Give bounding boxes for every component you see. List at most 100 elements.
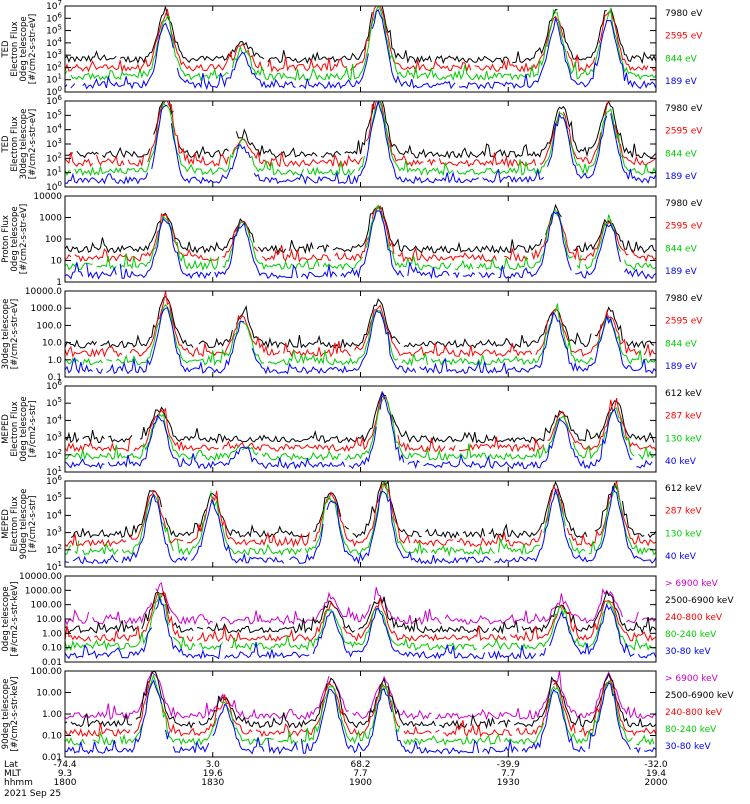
y-tick-label: 104 [46,36,62,49]
panel-2 [64,100,657,188]
y-tick-label: 105 [46,491,62,504]
y-tick-label: 102 [46,60,62,73]
x-tick-label-mlt: 19.4 [646,769,666,779]
y-tick-label: 106 [46,11,62,24]
panel-5-series-2-trace [65,395,656,453]
x-axis-row-label: MLT [4,769,22,779]
panel-8-series-2-trace [65,671,656,730]
legend-entry: 612 keV [665,484,702,494]
x-tick-label-mlt: 7.7 [501,769,515,779]
y-axis-label: MEPED [1,509,11,539]
y-tick-label: 105 [46,24,62,37]
y-axis-label: Proton Flux [1,215,11,263]
y-axis-label: 30deg telescope [1,299,11,370]
panel-8-series-4-trace [65,673,655,746]
panel-5-series-3-trace [65,397,656,462]
y-tick-label: 10.00 [36,689,62,699]
legend-entry: 189 eV [665,172,698,182]
panel-6-series-4-trace [65,485,656,565]
legend-entry: > 6900 keV [665,674,719,684]
legend-entry: 2500-6900 keV [665,596,734,606]
y-axis-label: [#/cm2-s-str-eV] [28,14,38,84]
legend-entry: 189 eV [665,77,698,87]
panel-1-frame [64,5,657,93]
y-axis-label: 0deg telescope [1,586,11,651]
y-tick-label: 103 [46,48,62,61]
y-axis-label: [#/cm2-s-str-keV] [10,582,20,657]
x-tick-label-hhmm: 1930 [497,778,520,788]
y-tick-label: 106 [46,94,62,107]
x-tick-label-lat: -74.4 [53,760,77,770]
x-tick-label-mlt: 7.7 [353,769,367,779]
date-label: 2021 Sep 25 [4,789,61,799]
y-tick-label: 104 [46,413,62,426]
x-tick-label-mlt: 19.6 [203,769,223,779]
y-tick-label: 103 [46,137,62,150]
panel-8 [64,670,657,758]
panel-3-series-1-trace [65,203,656,255]
panel-2-series-4-trace [65,101,656,185]
y-tick-label: 101 [46,166,62,179]
legend-entry: 7980 eV [665,294,703,304]
y-tick-label: 1 [56,278,62,288]
legend-entry: 844 eV [665,339,698,349]
x-tick-label-lat: -32.0 [644,760,668,770]
panel-7 [64,575,657,663]
y-tick-label: 102 [46,448,62,461]
y-tick-label: 106 [46,474,62,487]
legend-entry: > 6900 keV [665,579,719,589]
y-tick-label: 1.00 [42,629,62,639]
y-axis-label: [#/cm2-s-str-keV] [10,677,20,752]
y-tick-label: 102 [46,151,62,164]
panel-8-frame [64,670,657,758]
legend-entry: 80-240 keV [665,725,717,735]
y-tick-label: 10.00 [36,615,62,625]
legend-entry: 240-800 keV [665,613,723,623]
legend-entry: 40 keV [665,457,697,467]
panel-3-series-4-trace [65,210,656,280]
y-axis-label: 30deg telescope [19,109,29,180]
legend-entry: 2500-6900 keV [665,691,734,701]
x-tick-label-hhmm: 1830 [201,778,224,788]
y-axis-label: TED [1,40,11,59]
y-axis-label: TED [1,135,11,154]
legend-entry: 287 keV [665,412,702,422]
legend-entry: 844 eV [665,244,698,254]
y-tick-label: 105 [46,108,62,121]
panel-3 [64,195,657,283]
y-tick-label: 100 [45,235,62,245]
y-tick-label: 100 [46,85,62,98]
y-axis-label: MEPED [1,414,11,444]
y-tick-label: 1000.00 [25,586,62,596]
legend-entry: 7980 eV [665,9,703,19]
y-axis-label: [#/cm2-s-str] [28,401,38,458]
y-tick-label: 103 [46,526,62,539]
legend-entry: 287 keV [665,507,702,517]
x-tick-label-mlt: 9.3 [58,769,72,779]
y-tick-label: 103 [46,431,62,444]
y-tick-label: 104 [46,123,62,136]
y-tick-label: 104 [46,508,62,521]
panel-7-series-4-trace [65,592,656,652]
y-axis-label: 0deg telescope [19,396,29,461]
legend-entry: 7980 eV [665,199,703,209]
panel-1 [64,5,657,93]
y-tick-label: 10 [51,257,63,267]
y-tick-label: 101 [46,73,62,86]
y-axis-label: [#/cm2-s-str-eV] [28,109,38,179]
y-tick-label: 102 [46,543,62,556]
y-tick-label: 100 [46,180,62,193]
panel-4-series-4-trace [65,307,656,375]
panel-1-series-2-trace [65,6,656,74]
legend-entry: 2595 eV [665,317,703,327]
legend-entry: 2595 eV [665,127,703,137]
y-tick-label: 101 [46,465,62,478]
panel-7-series-5-trace [65,595,656,661]
panel-1-series-3-trace [65,6,656,82]
y-tick-label: 100.00 [31,601,63,611]
x-tick-label-lat: 68.2 [350,760,370,770]
y-axis-label: 90deg telescope [1,679,11,750]
panel-5 [64,385,657,473]
panel-6-series-1-trace [70,481,656,540]
